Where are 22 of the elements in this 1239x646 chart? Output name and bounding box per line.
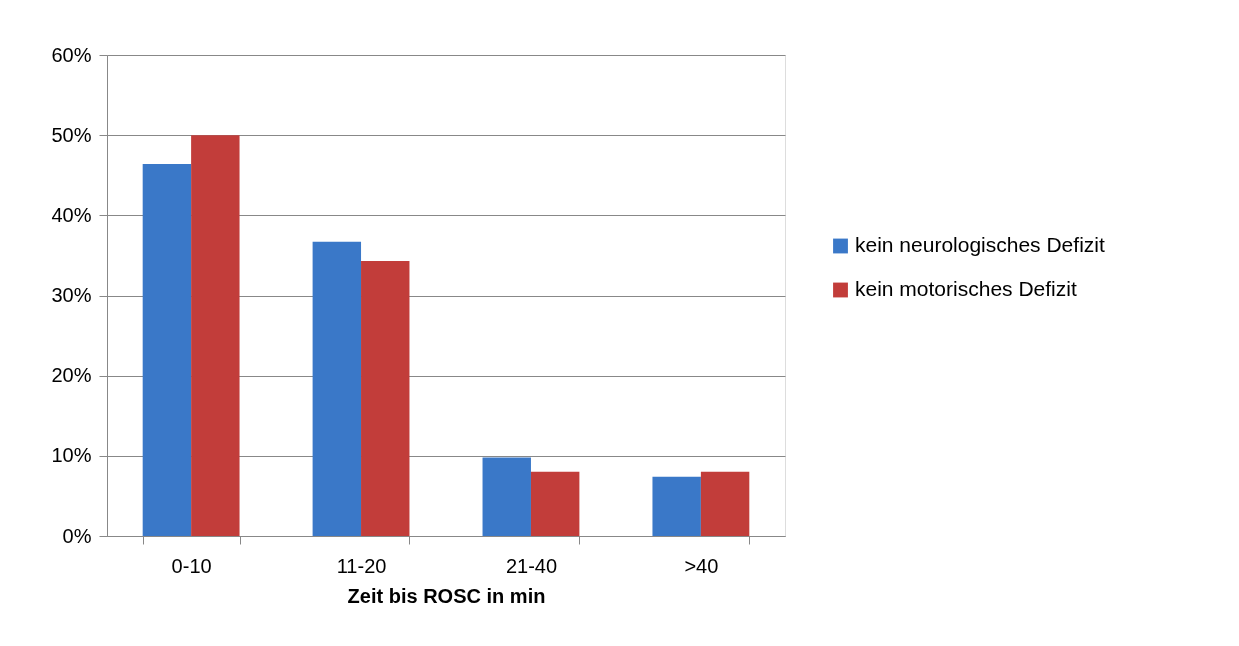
- bar: [482, 457, 531, 536]
- bar: [530, 471, 580, 536]
- y-tick-label: 20%: [51, 364, 92, 387]
- bar: [312, 241, 362, 536]
- x-tick-label: >40: [684, 554, 719, 577]
- legend-label: kein motorisches Defizit: [855, 277, 1077, 300]
- x-axis-title: Zeit bis ROSC in min: [347, 584, 546, 607]
- bar: [142, 164, 192, 536]
- x-tick-label: 21-40: [505, 554, 558, 577]
- bar: [652, 476, 701, 536]
- bar: [191, 135, 240, 536]
- legend-label: kein neurologisches Defizit: [855, 233, 1105, 256]
- x-tick-label: 0-10: [171, 554, 212, 577]
- y-tick-label: 0%: [62, 524, 92, 547]
- y-tick-label: 30%: [51, 284, 92, 306]
- y-tick-label: 10%: [51, 444, 92, 467]
- y-tick-label: 40%: [51, 203, 92, 226]
- y-tick-label: 60%: [51, 43, 92, 66]
- y-tick-label: 50%: [51, 123, 92, 146]
- bar: [361, 261, 410, 536]
- x-tick-label: 11-20: [336, 554, 387, 577]
- bar: [700, 471, 750, 536]
